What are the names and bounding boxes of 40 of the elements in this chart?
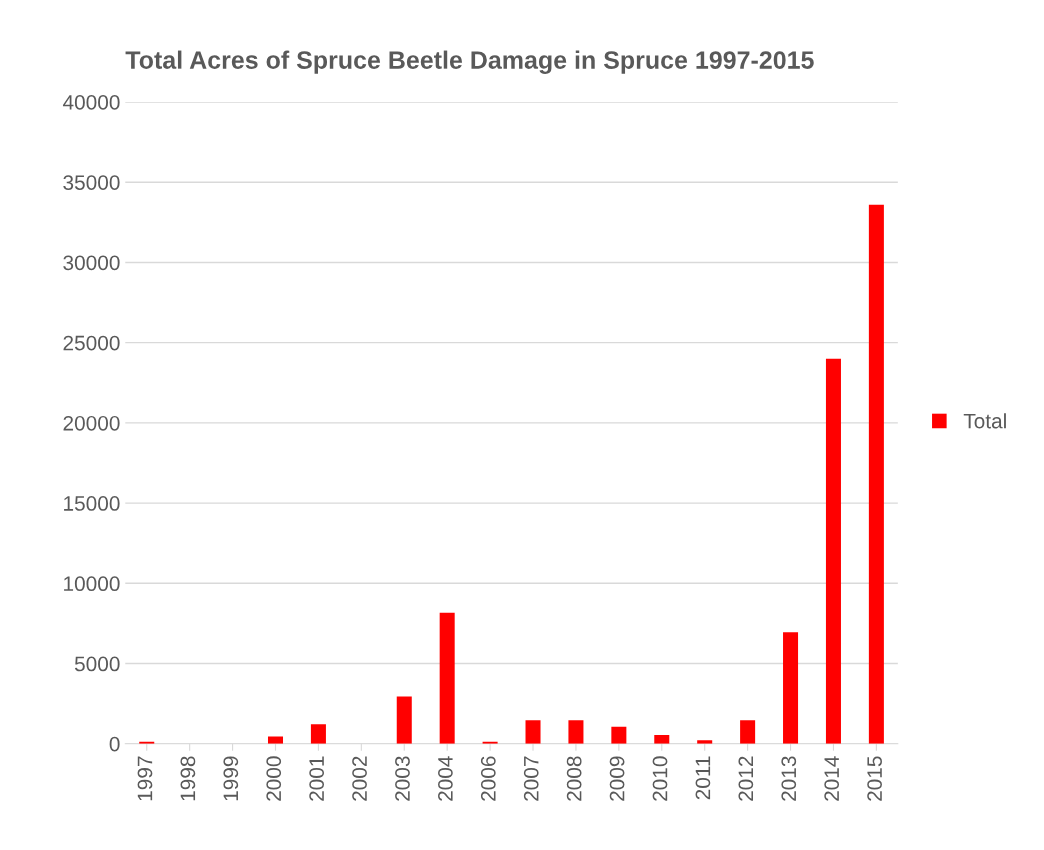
y-tick-label: 30000 (63, 255, 120, 271)
x-tick-label: 2013 (781, 756, 797, 801)
bar (783, 632, 799, 744)
bar (868, 204, 884, 744)
x-tick-label: 2007 (523, 756, 539, 801)
x-tick-label: 2004 (438, 756, 453, 801)
bar (525, 720, 541, 744)
chart-title: Total Acres of Spruce Beetle Damage in Spruce 1997-2015 (125, 50, 814, 74)
bar (825, 358, 841, 744)
x-tick-label: 2006 (480, 756, 496, 801)
legend-label: Total (963, 413, 1006, 429)
x-tick-label: 2003 (395, 756, 410, 801)
x-tick-label: 2008 (566, 756, 582, 801)
x-tick-label: 2014 (824, 756, 840, 801)
bar (310, 724, 326, 744)
x-tick-label: 2012 (738, 756, 754, 801)
y-tick-label: 25000 (63, 335, 120, 351)
x-tick-label: 2011 (695, 756, 711, 800)
x-tick-label: 2001 (309, 756, 325, 801)
bar (740, 720, 756, 744)
x-tick-label: 1997 (137, 756, 153, 801)
x-tick-label: 2009 (609, 756, 625, 801)
bar (568, 720, 584, 744)
x-tick-label: 1998 (180, 756, 196, 801)
bar (611, 726, 627, 744)
x-tick-label: 2002 (352, 756, 367, 801)
x-tick-label: 2000 (266, 756, 282, 801)
bar (396, 696, 412, 744)
y-tick-label: 10000 (64, 576, 120, 592)
x-tick-label: 2015 (867, 756, 882, 801)
y-tick-label: 0 (109, 736, 120, 752)
y-tick-label: 20000 (63, 415, 120, 431)
x-tick-label: 2010 (652, 756, 668, 801)
y-tick-label: 35000 (63, 175, 120, 190)
bar (654, 735, 670, 744)
y-tick-label: 15000 (64, 496, 120, 511)
x-tick-label: 1999 (223, 756, 239, 801)
bar (439, 612, 455, 744)
y-tick-label: 40000 (62, 95, 120, 110)
y-tick-label: 5000 (74, 656, 120, 672)
